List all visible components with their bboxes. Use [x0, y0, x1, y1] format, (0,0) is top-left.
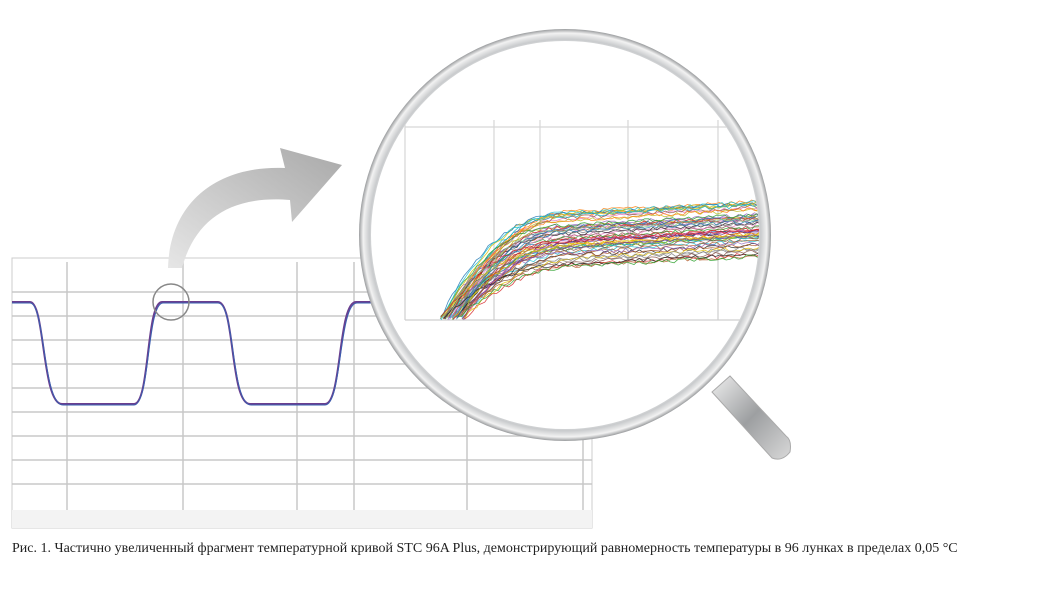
trace — [454, 232, 759, 317]
trace — [464, 245, 759, 319]
trace — [440, 213, 759, 317]
trace — [442, 247, 759, 319]
trace — [443, 232, 759, 320]
trace — [457, 223, 759, 318]
trace — [449, 241, 759, 320]
caption: Рис. 1. Частично увеличенный фрагмент те… — [12, 541, 958, 556]
trace — [446, 225, 759, 317]
trace — [457, 254, 759, 318]
magnifier — [359, 29, 791, 460]
trace — [455, 249, 759, 318]
trace — [462, 217, 759, 320]
trace — [453, 222, 759, 318]
trace — [461, 234, 759, 320]
trace — [442, 212, 759, 317]
trace — [442, 220, 759, 319]
arrow — [168, 148, 342, 268]
trace — [446, 207, 759, 318]
trace — [464, 251, 759, 320]
trace — [455, 214, 759, 318]
trace — [440, 203, 759, 321]
trace — [457, 237, 759, 317]
trace — [460, 201, 759, 317]
figure — [11, 29, 791, 529]
trace — [443, 202, 759, 318]
trace — [446, 217, 759, 320]
trace — [440, 228, 759, 318]
